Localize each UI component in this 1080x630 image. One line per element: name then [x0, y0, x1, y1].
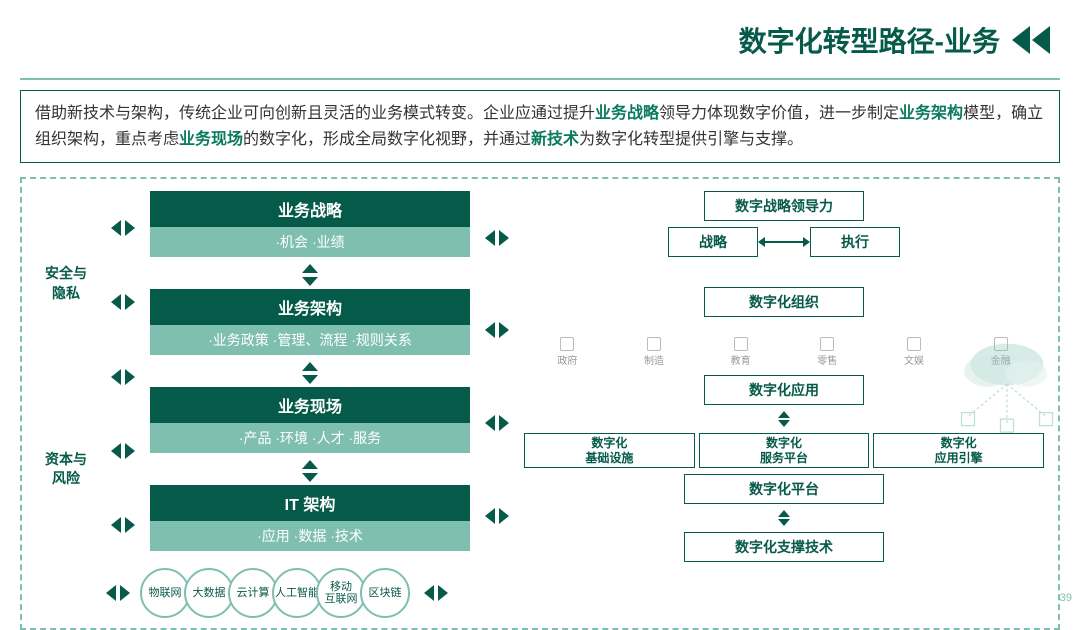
page-title: 数字化转型路径-业务 — [739, 20, 1000, 60]
chevron-left-icon — [1012, 26, 1030, 54]
label-capital: 资本与 风险 — [45, 450, 87, 489]
diagram-container: 安全与 隐私 资本与 风险 业务战略 ·机会 ·业绩 业务架构 ·业务政策 ·管… — [20, 177, 1060, 630]
bidir-arrow-icon — [111, 294, 135, 310]
main-grid: 安全与 隐私 资本与 风险 业务战略 ·机会 ·业绩 业务架构 ·业务政策 ·管… — [36, 191, 1044, 562]
box-leadership: 数字战略领导力 — [704, 191, 864, 221]
tech-circles: 物联网 大数据 云计算 人工智能 移动 互联网 区块链 — [140, 568, 404, 618]
block-sub: ·应用 ·数据 ·技术 — [150, 521, 470, 551]
bidir-arrow-icon — [111, 517, 135, 533]
row-strategy-exec: 战略 执行 — [524, 227, 1044, 257]
vert-arrow-icon — [778, 510, 790, 526]
box-exec: 执行 — [810, 227, 900, 257]
intro-highlight: 业务现场 — [179, 131, 243, 148]
page-number: 39 — [1060, 592, 1072, 604]
box-support: 数字化支撑技术 — [684, 532, 884, 562]
bidir-arrow-icon — [485, 508, 509, 524]
icon-mfg: 制造 — [644, 337, 664, 367]
bidir-arrow-icon — [111, 443, 135, 459]
icon-ent: 文娱 — [904, 337, 924, 367]
center-blocks: 业务战略 ·机会 ·业绩 业务架构 ·业务政策 ·管理、流程 ·规则关系 业务现… — [150, 191, 470, 562]
vert-arrow-icon — [302, 460, 318, 482]
intro-highlight: 新技术 — [531, 131, 579, 148]
label-security: 安全与 隐私 — [45, 264, 87, 303]
block-sub: ·业务政策 ·管理、流程 ·规则关系 — [150, 325, 470, 355]
intro-part: 借助新技术与架构，传统企业可向创新且灵活的业务模式转变。企业应通过提升 — [35, 105, 595, 122]
circle-bigdata: 大数据 — [184, 568, 234, 618]
icon-gov: 政府 — [557, 337, 577, 367]
box-strategy: 战略 — [668, 227, 758, 257]
intro-highlight: 业务战略 — [595, 105, 659, 122]
block-field: 业务现场 ·产品 ·环境 ·人才 ·服务 — [150, 387, 470, 453]
intro-text: 借助新技术与架构，传统企业可向创新且灵活的业务模式转变。企业应通过提升业务战略领… — [20, 90, 1060, 163]
block-architecture: 业务架构 ·业务政策 ·管理、流程 ·规则关系 — [150, 289, 470, 355]
box-platform: 数字化平台 — [684, 474, 884, 504]
block-title: 业务战略 — [150, 191, 470, 227]
vert-arrow-icon — [778, 411, 790, 427]
block-sub: ·产品 ·环境 ·人才 ·服务 — [150, 423, 470, 453]
block-title: 业务现场 — [150, 387, 470, 423]
box-app: 数字化应用 — [704, 375, 864, 405]
box-org: 数字化组织 — [704, 287, 864, 317]
intro-highlight: 业务架构 — [899, 105, 963, 122]
bidir-arrow-icon — [111, 369, 135, 385]
intro-part: 领导力体现数字价值，进一步制定 — [659, 105, 899, 122]
bidir-arrow-icon — [106, 585, 130, 601]
circle-blockchain: 区块链 — [360, 568, 410, 618]
left-labels: 安全与 隐私 资本与 风险 — [36, 191, 96, 562]
box-infra: 数字化 基础设施 — [524, 433, 695, 468]
block-it: IT 架构 ·应用 ·数据 ·技术 — [150, 485, 470, 551]
block-title: IT 架构 — [150, 485, 470, 521]
bidir-line-arrow-icon — [764, 241, 804, 243]
left-arrows — [110, 191, 136, 562]
block-title: 业务架构 — [150, 289, 470, 325]
vert-arrow-icon — [302, 264, 318, 286]
bidir-arrow-icon — [485, 230, 509, 246]
block-strategy: 业务战略 ·机会 ·业绩 — [150, 191, 470, 257]
vert-arrow-icon — [302, 362, 318, 384]
mid-arrows — [484, 191, 510, 562]
bidir-arrow-icon — [485, 415, 509, 431]
block-sub: ·机会 ·业绩 — [150, 227, 470, 257]
circle-mobile: 移动 互联网 — [316, 568, 366, 618]
intro-part: 为数字化转型提供引擎与支撑。 — [579, 131, 803, 148]
circle-cloud: 云计算 — [228, 568, 278, 618]
chevron-decor — [1012, 26, 1050, 54]
header: 数字化转型路径-业务 — [0, 0, 1080, 70]
bidir-arrow-icon — [111, 220, 135, 236]
circle-iot: 物联网 — [140, 568, 190, 618]
chevron-left-icon — [1032, 26, 1050, 54]
icon-retail: 零售 — [817, 337, 837, 367]
intro-part: 的数字化，形成全局数字化视野，并通过 — [243, 131, 531, 148]
cloud-decor-icon — [942, 319, 1072, 449]
bidir-arrow-icon — [424, 585, 448, 601]
divider — [20, 78, 1060, 80]
circle-ai: 人工智能 — [272, 568, 322, 618]
box-service: 数字化 服务平台 — [699, 433, 870, 468]
bidir-arrow-icon — [485, 322, 509, 338]
bottom-row: 物联网 大数据 云计算 人工智能 移动 互联网 区块链 — [36, 568, 1044, 618]
icon-edu: 教育 — [731, 337, 751, 367]
